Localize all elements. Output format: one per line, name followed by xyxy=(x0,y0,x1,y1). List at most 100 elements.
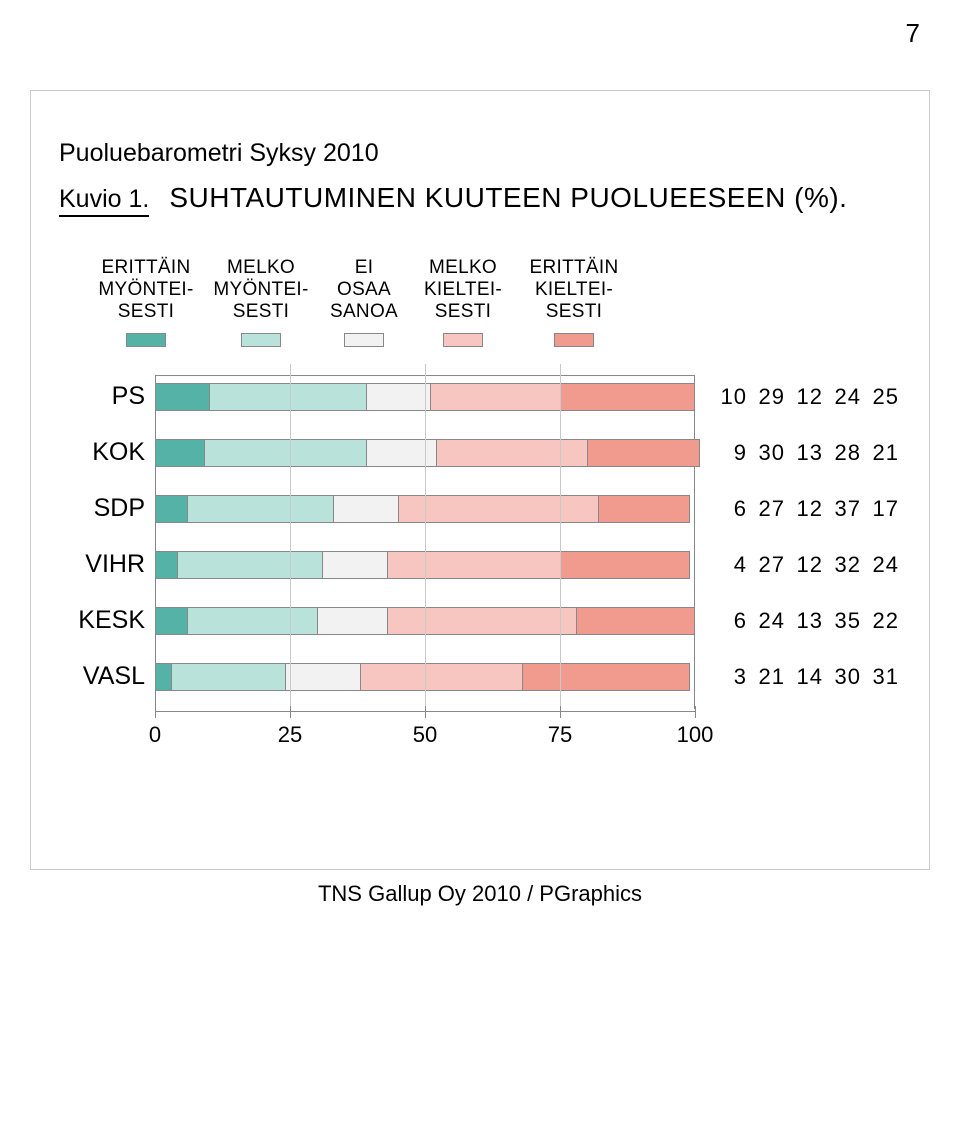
row-value: 22 xyxy=(871,608,899,634)
row-value: 3 xyxy=(719,664,747,690)
title-row: Kuvio 1. SUHTAUTUMINEN KUUTEEN PUOLUEESE… xyxy=(59,182,901,217)
bar-segment xyxy=(387,607,576,635)
legend-swatch xyxy=(126,333,166,347)
legend-swatch xyxy=(554,333,594,347)
tick-label: 75 xyxy=(548,722,572,748)
bar-segment xyxy=(155,663,171,691)
gridline xyxy=(425,364,426,712)
row-values: 427123224 xyxy=(719,552,899,578)
gridline xyxy=(560,364,561,712)
bar-segment xyxy=(522,663,689,691)
tick-label: 50 xyxy=(413,722,437,748)
row-values: 627123717 xyxy=(719,496,899,522)
legend-text: MELKO xyxy=(429,257,497,279)
bar-stack xyxy=(155,495,690,523)
row-values: 930132821 xyxy=(719,440,899,466)
main-title: SUHTAUTUMINEN KUUTEEN PUOLUEESEEN (%). xyxy=(169,182,847,214)
gridline xyxy=(290,364,291,712)
legend: ERITTÄINMYÖNTEI-SESTIMELKOMYÖNTEI-SESTIE… xyxy=(93,257,901,347)
legend-item: EIOSAASANOA xyxy=(323,257,405,347)
tick-mark xyxy=(560,706,561,718)
legend-text: MYÖNTEI- xyxy=(98,279,193,301)
x-axis: 0255075100 xyxy=(155,711,695,752)
row-value: 12 xyxy=(795,552,823,578)
bar-row: PS 10 29 12 24 25 xyxy=(59,375,901,419)
legend-item: ERITTÄINMYÖNTEI-SESTI xyxy=(93,257,199,347)
row-label: PS xyxy=(59,382,155,411)
legend-text: OSAA xyxy=(337,279,391,301)
tick-label: 0 xyxy=(149,722,161,748)
row-value: 13 xyxy=(795,608,823,634)
bar-segment xyxy=(187,607,317,635)
row-value: 28 xyxy=(833,440,861,466)
row-values: 3 21 14 30 31 xyxy=(719,664,899,690)
bar-row: VIHR427123224 xyxy=(59,543,901,587)
legend-text: MYÖNTEI- xyxy=(213,279,308,301)
bar-segment xyxy=(155,383,209,411)
row-value: 29 xyxy=(757,384,785,410)
row-value: 10 xyxy=(719,384,747,410)
row-value: 25 xyxy=(871,384,899,410)
tick-mark xyxy=(425,706,426,718)
bar-segment xyxy=(366,383,431,411)
row-value: 35 xyxy=(833,608,861,634)
bar-segment xyxy=(560,551,690,579)
row-value: 27 xyxy=(757,552,785,578)
bar-segment xyxy=(430,383,560,411)
bar-segment xyxy=(204,439,366,467)
legend-text: KIELTEI- xyxy=(535,279,613,301)
bar-segment xyxy=(171,663,284,691)
legend-text: SESTI xyxy=(546,301,602,323)
chart-area: PS1029122425KOK930132821SDP627123717VIHR… xyxy=(59,375,901,735)
legend-text: KIELTEI- xyxy=(424,279,502,301)
bar-segment xyxy=(360,663,522,691)
bar-row: VASL 3 21 14 30 31 xyxy=(59,655,901,699)
row-value: 27 xyxy=(757,496,785,522)
chart-frame: Puoluebarometri Syksy 2010 Kuvio 1. SUHT… xyxy=(30,90,930,870)
bar-segment xyxy=(322,551,387,579)
bar-segment xyxy=(177,551,323,579)
row-value: 30 xyxy=(757,440,785,466)
bar-segment xyxy=(187,495,333,523)
bar-segment xyxy=(587,439,700,467)
row-values: 10 29 12 24 25 xyxy=(719,384,899,410)
bar-segment xyxy=(436,439,587,467)
row-values: 624133522 xyxy=(719,608,899,634)
row-value: 24 xyxy=(833,384,861,410)
tick-mark xyxy=(155,706,156,718)
bar-stack xyxy=(155,551,690,579)
row-label: VIHR xyxy=(59,550,155,579)
legend-text: SANOA xyxy=(330,301,398,323)
row-value: 31 xyxy=(871,664,899,690)
bar-row: KOK930132821 xyxy=(59,431,901,475)
bar-segment xyxy=(317,607,387,635)
bar-row: KESK624133522 xyxy=(59,599,901,643)
row-label: SDP xyxy=(59,494,155,523)
page-number: 7 xyxy=(906,18,920,49)
tick-label: 100 xyxy=(677,722,714,748)
bar-segment xyxy=(387,551,560,579)
row-value: 21 xyxy=(757,664,785,690)
bar-segment xyxy=(285,663,361,691)
row-label: VASL xyxy=(59,662,155,691)
row-label: KOK xyxy=(59,438,155,467)
row-value: 30 xyxy=(833,664,861,690)
row-value: 12 xyxy=(795,384,823,410)
row-value: 4 xyxy=(719,552,747,578)
row-value: 21 xyxy=(871,440,899,466)
row-value: 24 xyxy=(757,608,785,634)
bar-segment xyxy=(155,607,187,635)
figure-label: Kuvio 1. xyxy=(59,185,149,217)
row-value: 6 xyxy=(719,496,747,522)
bar-segment xyxy=(560,383,695,411)
row-value: 14 xyxy=(795,664,823,690)
bar-row: SDP627123717 xyxy=(59,487,901,531)
legend-item: MELKOMYÖNTEI-SESTI xyxy=(207,257,315,347)
bar-segment xyxy=(155,495,187,523)
row-label: KESK xyxy=(59,606,155,635)
bar-stack xyxy=(155,439,700,467)
tick-mark xyxy=(290,706,291,718)
row-value: 9 xyxy=(719,440,747,466)
legend-text: EI xyxy=(355,257,374,279)
bar-segment xyxy=(155,551,177,579)
